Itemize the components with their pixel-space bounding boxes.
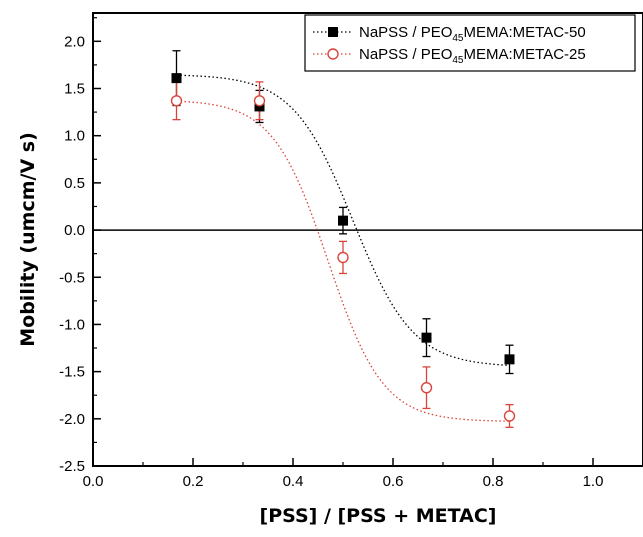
fit-curves	[176, 74, 510, 422]
y-tick-label: -1.5	[59, 364, 85, 381]
x-tick-label: 0.8	[483, 473, 504, 490]
data-point-series-2	[420, 381, 433, 394]
y-tick-label: -2.5	[59, 458, 85, 475]
x-axis-title: [PSS] / [PSS + METAC]	[260, 505, 497, 527]
x-tick-label: 0.6	[383, 473, 404, 490]
y-tick-label: -1.0	[59, 316, 85, 333]
x-tick-label: 0.0	[83, 473, 104, 490]
y-tick-label: 0.0	[64, 222, 85, 239]
x-tick-label: 1.0	[583, 473, 604, 490]
y-tick-label: -0.5	[59, 269, 85, 286]
y-tick-label: 1.5	[64, 81, 85, 98]
y-tick-label: -2.0	[59, 411, 85, 428]
data-point-series-2	[503, 410, 516, 422]
y-axis-title: Mobility (umcm/V s)	[17, 132, 39, 347]
y-tick-label: 2.0	[64, 33, 85, 50]
legend-box	[304, 14, 636, 72]
x-tick-label: 0.2	[183, 473, 204, 490]
y-tick-label: 1.0	[64, 128, 85, 145]
legend-label: NaPSS / PEO45MEMA:METAC-50	[359, 24, 586, 44]
legend-marker	[327, 48, 339, 60]
data-point-series-1	[504, 354, 515, 365]
data-point-series-1	[338, 215, 348, 226]
plot-frame	[92, 12, 643, 467]
data-point-series-2	[337, 251, 349, 264]
data-point-series-2	[253, 95, 266, 107]
y-tick-label: 0.5	[64, 175, 85, 192]
axis-ticks: 0.0 0.2 0.4 0.6 0.8 1.0 2.0 1.5 1.0 0.5 0.0 -0.5 -1.…	[59, 17, 643, 490]
error-bars	[172, 50, 514, 428]
data-point-series-2	[170, 95, 183, 107]
x-tick-label: 0.4	[283, 473, 304, 490]
data-markers	[170, 73, 516, 422]
legend-marker	[328, 27, 338, 37]
data-point-series-1	[171, 73, 182, 84]
legend-label: NaPSS / PEO45MEMA:METAC-25	[359, 46, 586, 66]
fit-curve-series-2	[176, 100, 510, 422]
data-point-series-1	[421, 332, 432, 343]
